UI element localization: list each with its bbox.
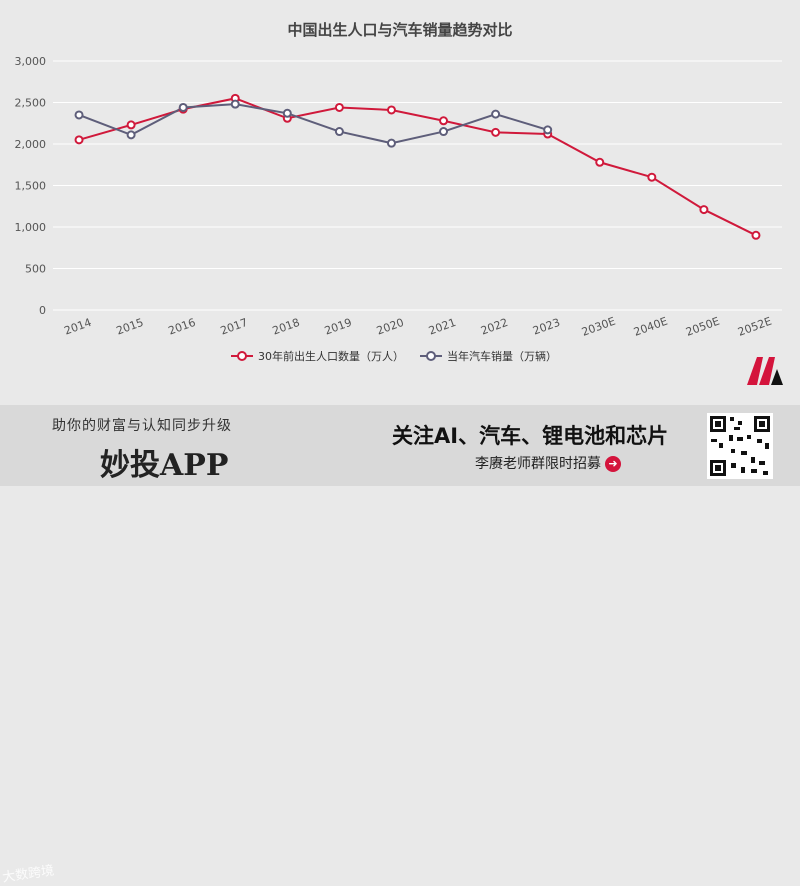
- x-tick-label: 2015: [115, 316, 146, 338]
- app-name[interactable]: 妙投APP: [100, 448, 229, 483]
- data-point-series-1: [647, 172, 657, 182]
- headline-text: 关注AI、汽车、锂电池和芯片: [392, 424, 669, 448]
- series-line-1: [78, 97, 757, 237]
- y-tick-label: 500: [25, 263, 46, 276]
- data-point-series-2: [282, 108, 292, 118]
- legend-item-birth: 30年前出生人口数量（万人）: [231, 349, 404, 363]
- legend-marker-birth: [237, 351, 247, 361]
- slogan-text: 助你的财富与认知同步升级: [52, 418, 232, 434]
- data-point-series-2: [178, 102, 188, 112]
- data-point-series-1: [126, 120, 136, 130]
- y-tick-label: 0: [39, 304, 46, 317]
- data-point-series-1: [595, 157, 605, 167]
- watermark-text: 大数跨境: [1, 863, 56, 886]
- x-tick-label: 2020: [375, 316, 406, 338]
- x-tick-label: 2014: [62, 316, 93, 338]
- series-line-2: [78, 103, 548, 145]
- legend-item-car-sales: 当年汽车销量（万辆）: [420, 349, 557, 363]
- x-tick-label: 2016: [167, 316, 198, 338]
- chart-title: 中国出生人口与汽车销量趋势对比: [287, 21, 512, 39]
- x-tick-label: 2022: [479, 316, 510, 338]
- data-point-series-2: [230, 99, 240, 109]
- series-layer: [74, 93, 761, 240]
- recruit-link[interactable]: 李赓老师群限时招募 ➜: [475, 453, 621, 473]
- footer-banner: 助你的财富与认知同步升级 妙投APP 关注AI、汽车、锂电池和芯片 李赓老师群限…: [0, 405, 800, 886]
- legend: 30年前出生人口数量（万人） 当年汽车销量（万辆）: [231, 349, 557, 363]
- x-axis: 2014 2015 2016 2017 2018 2019 2020 2021 2022 2023…: [62, 315, 773, 339]
- recruit-text: 李赓老师群限时招募: [475, 456, 601, 472]
- qr-code-icon[interactable]: [707, 413, 773, 479]
- data-point-series-1: [699, 205, 709, 215]
- data-point-series-1: [751, 230, 761, 240]
- x-tick-label: 2017: [219, 316, 250, 338]
- data-point-series-2: [439, 127, 449, 137]
- data-point-series-2: [386, 138, 396, 148]
- line-chart: 中国出生人口与汽车销量趋势对比 0 500 1,000 1,500 2,000 2,500…: [15, 21, 782, 363]
- y-tick-label: 2,500: [15, 97, 47, 110]
- x-tick-label: 2018: [271, 316, 302, 338]
- data-point-series-1: [439, 116, 449, 126]
- x-tick-label: 2040E: [632, 315, 669, 339]
- data-point-series-1: [491, 127, 501, 137]
- y-tick-label: 1,500: [15, 180, 47, 193]
- data-point-series-2: [491, 109, 501, 119]
- y-tick-label: 1,000: [15, 221, 47, 234]
- arrow-right-icon: ➜: [605, 456, 621, 472]
- data-point-series-2: [543, 125, 553, 135]
- y-tick-label: 2,000: [15, 138, 47, 151]
- y-axis: 0 500 1,000 1,500 2,000 2,500 3,000: [15, 55, 47, 317]
- y-tick-label: 3,000: [15, 55, 47, 68]
- x-tick-label: 2030E: [580, 315, 617, 339]
- legend-marker-car-sales: [426, 351, 436, 361]
- x-tick-label: 2023: [531, 316, 562, 338]
- data-point-series-2: [74, 110, 84, 120]
- data-point-series-2: [334, 127, 344, 137]
- grid-layer: [53, 60, 782, 311]
- data-point-series-1: [74, 135, 84, 145]
- x-tick-label: 2052E: [736, 315, 773, 339]
- chart-area: 中国出生人口与汽车销量趋势对比 0 500 1,000 1,500 2,000 2,500…: [0, 0, 800, 405]
- legend-label-birth: 30年前出生人口数量（万人）: [258, 349, 404, 363]
- x-tick-label: 2021: [427, 316, 458, 338]
- data-point-series-1: [334, 102, 344, 112]
- x-tick-label: 2050E: [684, 315, 721, 339]
- x-tick-label: 2019: [323, 316, 354, 338]
- brand-logo-icon: [747, 357, 783, 385]
- legend-label-car-sales: 当年汽车销量（万辆）: [447, 349, 557, 363]
- data-point-series-2: [126, 130, 136, 140]
- data-point-series-1: [386, 105, 396, 115]
